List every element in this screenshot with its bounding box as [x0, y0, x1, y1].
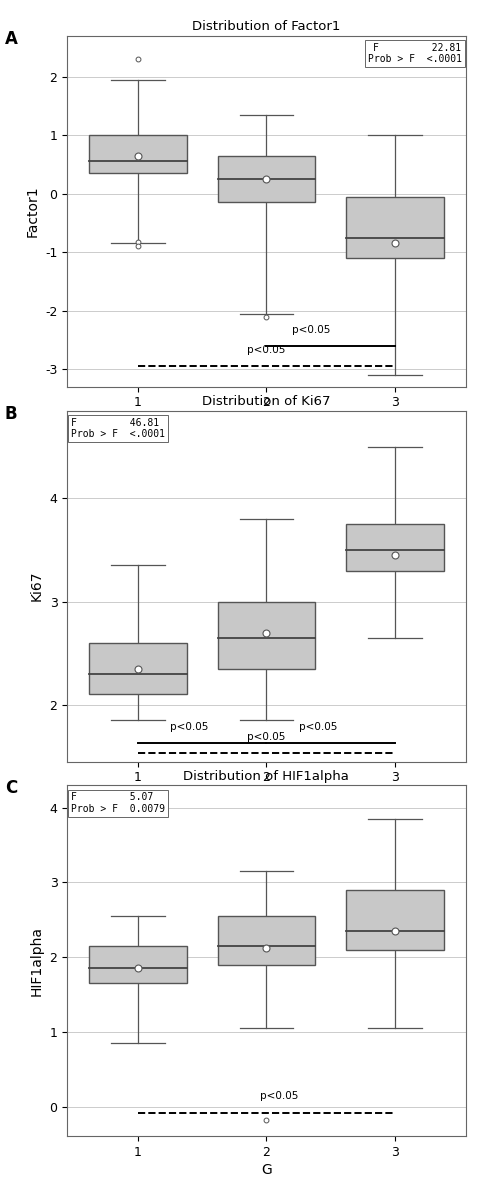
X-axis label: G: G [261, 414, 272, 427]
Bar [89, 643, 187, 695]
Bar [217, 916, 315, 965]
Title: Distribution of HIF1alpha: Distribution of HIF1alpha [183, 770, 349, 783]
Bar [89, 946, 187, 983]
Text: F         5.07
Prob > F  0.0079: F 5.07 Prob > F 0.0079 [71, 793, 165, 814]
Bar [346, 196, 444, 258]
Text: p<0.05: p<0.05 [170, 722, 208, 732]
Text: p<0.05: p<0.05 [292, 325, 331, 334]
Bar [217, 156, 315, 202]
Y-axis label: HIF1alpha: HIF1alpha [30, 926, 44, 996]
Title: Distribution of Factor1: Distribution of Factor1 [192, 20, 341, 33]
Text: B: B [5, 405, 17, 422]
Y-axis label: Ki67: Ki67 [30, 571, 44, 601]
Bar [89, 136, 187, 174]
Text: p<0.05: p<0.05 [299, 722, 337, 732]
Text: F         22.81
Prob > F  <.0001: F 22.81 Prob > F <.0001 [368, 43, 462, 64]
Text: F         46.81
Prob > F  <.0001: F 46.81 Prob > F <.0001 [71, 418, 165, 439]
X-axis label: G: G [261, 789, 272, 802]
Title: Distribution of Ki67: Distribution of Ki67 [202, 395, 331, 408]
Text: p<0.05: p<0.05 [247, 732, 286, 743]
Bar [217, 602, 315, 669]
X-axis label: G: G [261, 1164, 272, 1177]
Text: C: C [5, 779, 17, 797]
Text: A: A [5, 30, 18, 48]
Bar [346, 524, 444, 570]
Text: p<0.05: p<0.05 [260, 1091, 299, 1101]
Text: p<0.05: p<0.05 [247, 345, 286, 355]
Y-axis label: Factor1: Factor1 [25, 186, 39, 237]
Bar [346, 890, 444, 950]
